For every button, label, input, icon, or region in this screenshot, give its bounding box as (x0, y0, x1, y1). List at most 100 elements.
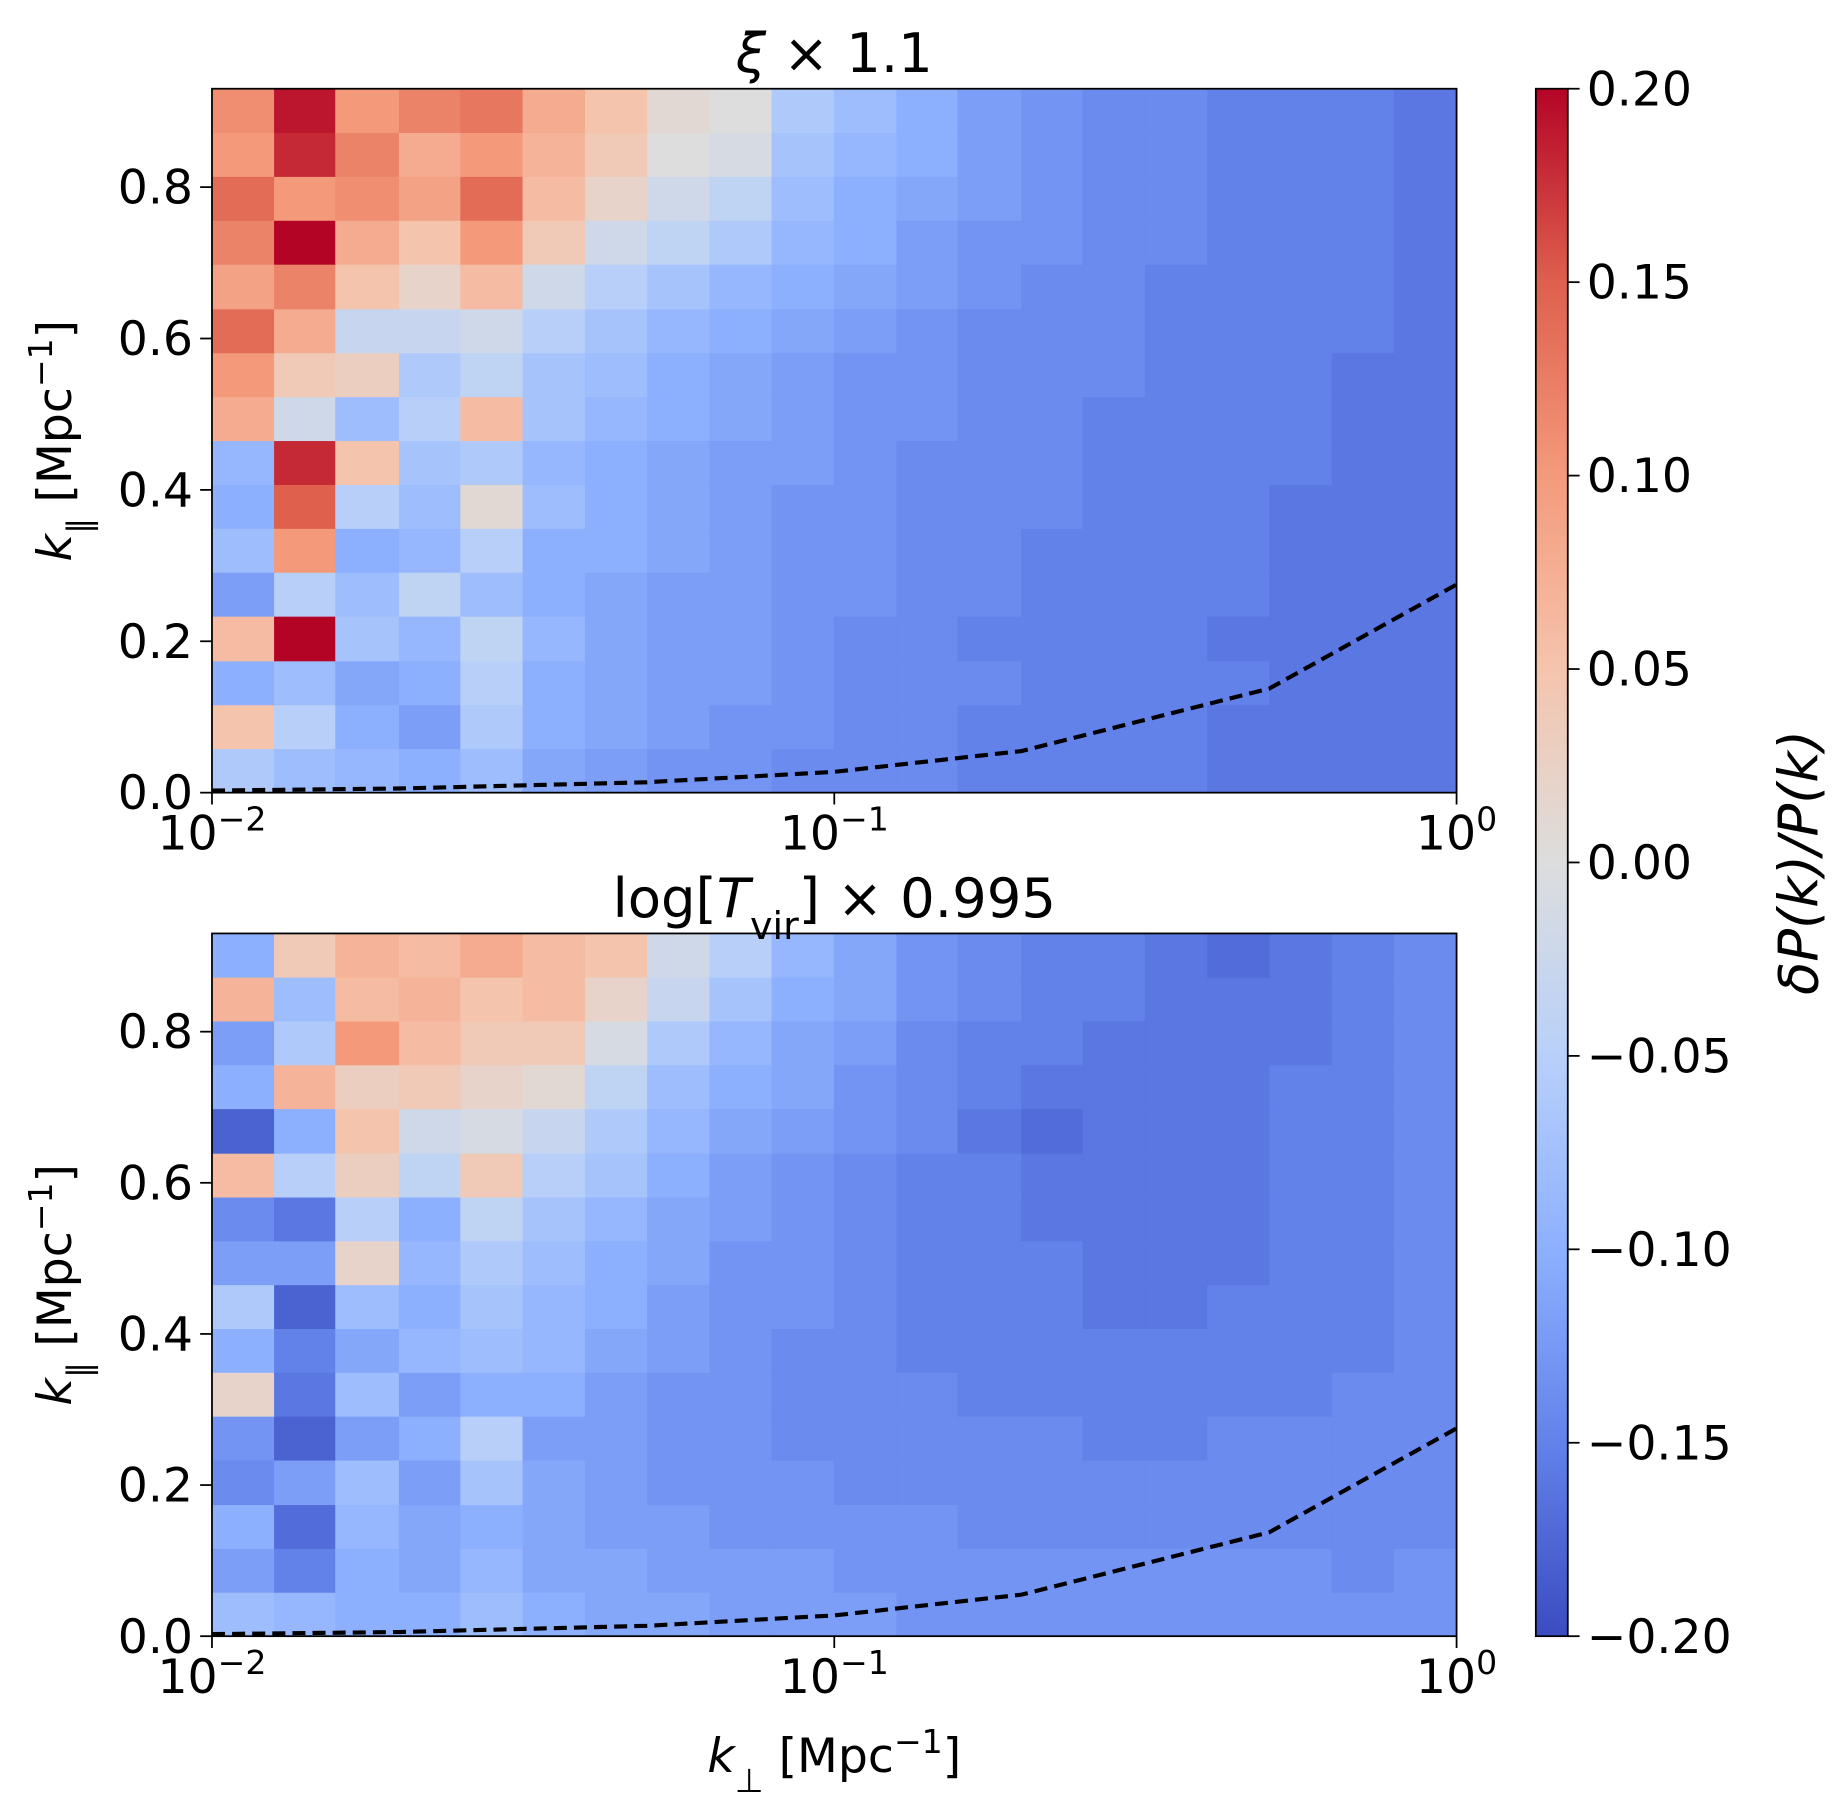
y-tick-label: 0.6 (118, 312, 193, 367)
heatmap-cell (1393, 704, 1457, 750)
heatmap-cell (522, 1504, 586, 1549)
heatmap-cell (398, 528, 462, 573)
heatmap-cell (1269, 1020, 1333, 1066)
heatmap-cell (1021, 484, 1084, 529)
heatmap-cell (1331, 1064, 1395, 1110)
heatmap-cell (398, 1152, 462, 1198)
heatmap-cell (274, 1504, 336, 1549)
heatmap-cell (460, 1240, 524, 1286)
heatmap-cell (584, 484, 648, 529)
heatmap-cell (1021, 615, 1084, 662)
heatmap-cell (335, 615, 400, 662)
heatmap-cell (1331, 1152, 1395, 1198)
x-tick-label-part: −2 (218, 799, 267, 838)
y-axis-label-part: ] (28, 1164, 83, 1182)
heatmap-cell (1393, 976, 1457, 1022)
heatmap-cell (398, 396, 462, 442)
heatmap-cell (771, 933, 835, 978)
heatmap-cell (709, 263, 773, 310)
heatmap-cell (460, 88, 524, 133)
heatmap-cell (211, 1064, 275, 1110)
heatmap-cell (709, 132, 773, 177)
heatmap-cell (647, 704, 711, 750)
heatmap-cell (709, 528, 773, 573)
heatmap-cell (211, 1548, 275, 1593)
heatmap-cell (896, 528, 959, 573)
heatmap-cell (833, 1459, 898, 1506)
x-axis-label-part: k (707, 1729, 736, 1784)
heatmap-cell (957, 748, 1022, 794)
heatmap-cell (896, 132, 959, 177)
heatmap-cell (1393, 528, 1457, 573)
heatmap-cell (1021, 1548, 1084, 1593)
heatmap-cell (398, 1459, 462, 1506)
heatmap-cell (647, 1284, 711, 1329)
heatmap-cell (957, 263, 1022, 310)
y-tick-label: 0.6 (118, 1156, 193, 1211)
heatmap-cell (1021, 1064, 1084, 1110)
heatmap-cell (274, 1064, 336, 1110)
heatmap-cell (957, 615, 1022, 662)
heatmap-cell (709, 1328, 773, 1373)
heatmap-cell (833, 308, 898, 354)
wedge-line (211, 1426, 1458, 1637)
heatmap-cell (1393, 176, 1457, 221)
heatmap-cell (709, 1504, 773, 1549)
heatmap-cell (1393, 1152, 1457, 1198)
heatmap-cell (771, 615, 835, 662)
heatmap-cell (522, 660, 586, 706)
heatmap-cell (771, 88, 835, 133)
heatmap-cell (1082, 748, 1146, 794)
heatmap-cell (896, 572, 959, 617)
heatmap-cell (1269, 1108, 1333, 1154)
heatmap-cell (522, 1328, 586, 1373)
heatmap-cell (211, 1284, 275, 1329)
heatmap-cell (957, 572, 1022, 617)
heatmap-cell (647, 1592, 711, 1637)
heatmap-cell (274, 1196, 336, 1242)
heatmap-cell (1144, 484, 1208, 529)
heatmap-cell (1393, 263, 1457, 310)
x-tick-label: 100 (1416, 799, 1497, 861)
heatmap-cell (647, 1064, 711, 1110)
heatmap-cell (771, 1240, 835, 1286)
heatmap-cell (522, 1548, 586, 1593)
x-axis-label: k⊥ [Mpc−1] (707, 1722, 961, 1800)
heatmap-cell (709, 308, 773, 354)
heatmap-cell (1021, 1020, 1084, 1066)
heatmap-cell (1144, 396, 1208, 442)
x-tick-label: 10−2 (157, 1642, 266, 1705)
heatmap-cell (335, 1459, 400, 1506)
heatmap-cell (1331, 88, 1395, 133)
heatmap-cell (584, 660, 648, 706)
heatmap-cell (211, 1592, 275, 1637)
heatmap-cell (274, 1020, 336, 1066)
heatmap-cell (957, 1415, 1022, 1461)
heatmap-cell (1269, 1328, 1333, 1373)
heatmap-cell (211, 976, 275, 1022)
heatmap-cell (1207, 1415, 1271, 1461)
heatmap-cell (1331, 352, 1395, 398)
heatmap-cell (1269, 132, 1333, 177)
heatmap-cell (647, 396, 711, 442)
heatmap-cell (957, 1240, 1022, 1286)
heatmap-cell (335, 1020, 400, 1066)
heatmap-cell (584, 704, 648, 750)
heatmap-cell (833, 572, 898, 617)
heatmap-cell (274, 1108, 336, 1154)
heatmap-cell (584, 748, 648, 794)
heatmap-cell (335, 1592, 400, 1637)
heatmap-cell (398, 572, 462, 617)
heatmap-cell (709, 220, 773, 265)
heatmap-cell (274, 132, 336, 177)
heatmap-cell (1331, 308, 1395, 354)
y-axis-label-part: −1 (21, 1182, 60, 1231)
heatmap-cell (1393, 1504, 1457, 1549)
heatmap-cell (1269, 440, 1333, 485)
heatmap-cell (1393, 748, 1457, 794)
heatmap-cell (522, 352, 586, 398)
heatmap-cell (647, 1504, 711, 1549)
heatmap-cell (1331, 933, 1395, 978)
x-axis-label-part: [Mpc (764, 1729, 894, 1784)
heatmap-cell (1393, 615, 1457, 662)
